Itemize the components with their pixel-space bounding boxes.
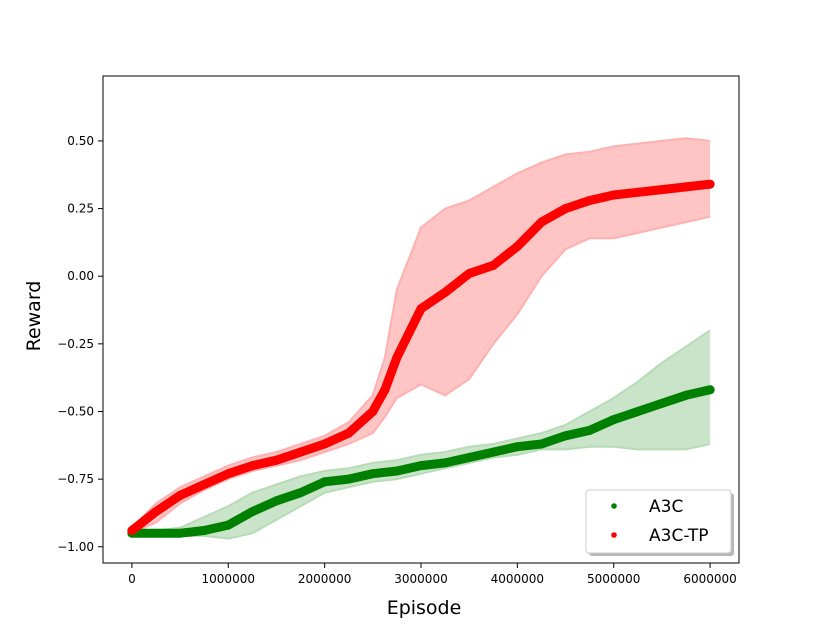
point-a3c — [537, 439, 546, 449]
legend-marker-a3c-tp — [611, 532, 617, 538]
x-axis-ticks: 0 1000000 2000000 3000000 4000000 5000000 6000… — [128, 563, 737, 586]
point-a3c — [368, 469, 378, 479]
y-tick-label: 0.25 — [67, 202, 94, 216]
x-tick-label: 0 — [128, 572, 136, 586]
point-a3c — [223, 520, 233, 530]
point-a3c-tp — [392, 352, 402, 362]
point-a3c-tp — [272, 455, 281, 465]
point-a3c — [464, 453, 474, 462]
legend-box — [585, 489, 732, 554]
y-tick-label: −0.50 — [57, 404, 94, 418]
y-tick-label: −0.75 — [57, 472, 94, 486]
point-a3c-tp — [344, 428, 354, 438]
point-a3c-tp — [633, 187, 643, 197]
point-a3c-tp — [657, 185, 667, 195]
point-a3c-tp — [380, 385, 390, 395]
point-a3c-tp — [127, 526, 137, 535]
x-tick-label: 6000000 — [683, 572, 736, 586]
point-a3c-tp — [681, 182, 691, 192]
point-a3c — [344, 474, 354, 484]
point-a3c — [488, 447, 498, 457]
series-lines — [127, 179, 715, 538]
point-a3c — [320, 477, 330, 487]
x-tick-label: 1000000 — [202, 572, 255, 586]
point-a3c — [633, 407, 643, 416]
x-tick-label: 4000000 — [491, 572, 544, 586]
legend-label-a3c: A3C — [649, 497, 683, 517]
point-a3c-tp — [223, 469, 233, 479]
y-tick-label: −0.25 — [57, 337, 94, 351]
band-lower-a3c-tp — [131, 215, 711, 535]
y-tick-label: 0.00 — [67, 269, 94, 283]
point-a3c — [199, 526, 209, 535]
variance-bands — [131, 137, 711, 540]
point-a3c-tp — [296, 447, 305, 457]
point-a3c — [585, 425, 595, 435]
point-a3c — [296, 488, 305, 498]
point-a3c — [440, 458, 450, 468]
point-a3c — [247, 507, 257, 517]
legend-label-a3c-tp: A3C-TP — [649, 526, 709, 546]
x-axis-label: Episode — [387, 597, 462, 619]
point-a3c — [657, 398, 667, 408]
x-tick-label: 3000000 — [394, 572, 447, 586]
y-tick-label: 0.50 — [67, 134, 94, 148]
point-a3c-tp — [320, 439, 330, 449]
point-a3c — [175, 528, 185, 538]
y-tick-label: −1.00 — [57, 540, 94, 554]
x-tick-label: 2000000 — [298, 572, 351, 586]
band-upper-a3c — [131, 329, 711, 532]
point-a3c-tp — [247, 461, 257, 471]
point-a3c-tp — [705, 179, 715, 189]
point-a3c — [561, 431, 570, 441]
y-axis-ticks: −1.00 −0.75 −0.50 −0.25 0.00 0.25 0.50 — [57, 134, 103, 554]
point-a3c-tp — [609, 190, 619, 200]
y-axis-label: Reward — [23, 281, 45, 352]
point-a3c-tp — [488, 260, 498, 270]
point-a3c — [705, 385, 715, 395]
point-a3c-tp — [585, 196, 595, 205]
point-a3c — [392, 466, 402, 476]
x-tick-label: 5000000 — [587, 572, 640, 586]
point-a3c-tp — [368, 407, 378, 416]
band-a3c — [131, 330, 711, 539]
point-a3c — [151, 528, 161, 538]
point-a3c-tp — [151, 507, 161, 517]
legend-marker-a3c — [611, 503, 617, 509]
point-a3c-tp — [440, 287, 450, 297]
point-a3c-tp — [199, 480, 209, 489]
point-a3c-tp — [464, 269, 474, 278]
legend: A3C A3C-TP — [585, 489, 734, 556]
band-upper-a3c-tp — [131, 137, 711, 529]
point-a3c-tp — [512, 241, 522, 251]
band-lower-a3c — [131, 443, 711, 540]
point-a3c — [512, 442, 522, 452]
band-a3c-tp — [131, 138, 711, 534]
point-a3c-tp — [175, 490, 185, 500]
point-a3c-tp — [537, 217, 546, 227]
point-a3c — [416, 461, 426, 471]
point-a3c — [681, 390, 691, 400]
point-a3c — [272, 496, 281, 506]
point-a3c — [609, 415, 619, 425]
point-a3c-tp — [561, 204, 570, 214]
point-a3c-tp — [416, 304, 426, 314]
